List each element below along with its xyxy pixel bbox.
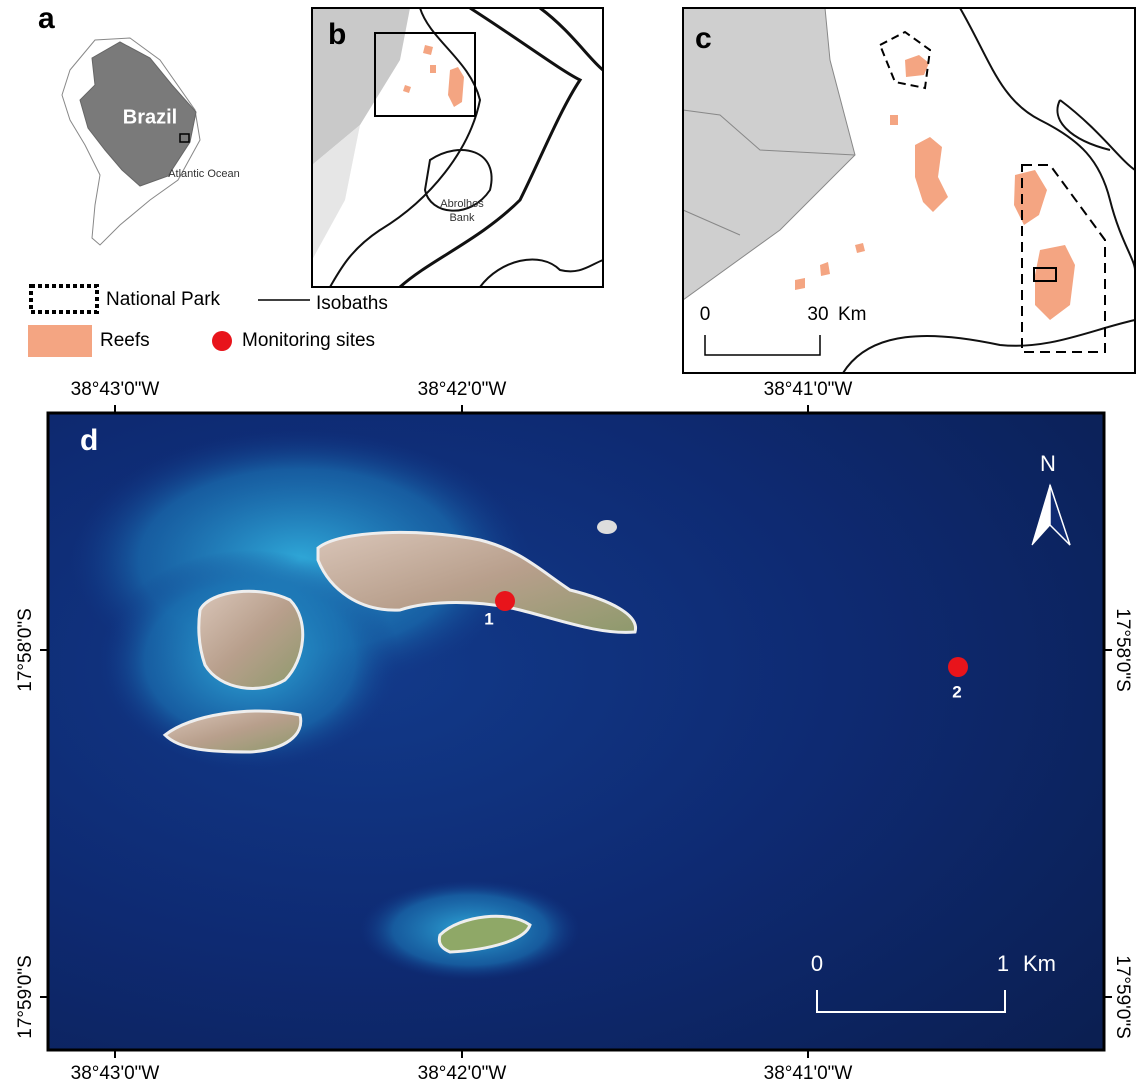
scale-label: 0 bbox=[700, 304, 711, 325]
country-label: Brazil bbox=[123, 106, 177, 128]
scale-unit: Km bbox=[1023, 951, 1056, 976]
panel-b: b Abrolhos Bank bbox=[312, 8, 603, 287]
site-label: 1 bbox=[484, 609, 493, 628]
island bbox=[199, 591, 303, 688]
panel-a: a Brazil Atlantic Ocean bbox=[38, 2, 240, 245]
figure: a Brazil Atlantic Ocean b Abrolhos Bank 0… bbox=[0, 0, 1137, 1089]
north-label: N bbox=[1040, 451, 1056, 476]
bank-label-line: Abrolhos bbox=[440, 198, 484, 210]
panel-label: b bbox=[328, 18, 346, 51]
legend-label: Monitoring sites bbox=[242, 330, 375, 351]
panel-label: a bbox=[38, 2, 55, 35]
panel-c: 0 30 Km c bbox=[683, 8, 1135, 373]
legend-label: Reefs bbox=[100, 330, 150, 351]
page: {"panels": { "a": {"label": "a", "countr… bbox=[0, 0, 1137, 1089]
latitude-label: 17°58'0"S bbox=[15, 608, 36, 691]
body: a Brazil Atlantic Ocean b Abrolhos Bank 0… bbox=[0, 0, 1137, 1089]
monitoring-site bbox=[948, 657, 968, 677]
scale-label: 30 bbox=[807, 304, 828, 325]
legend-site-symbol bbox=[212, 331, 232, 351]
longitude-label: 38°42'0"W bbox=[418, 1063, 507, 1084]
legend-park-symbol bbox=[31, 286, 97, 312]
bank-label-line: Bank bbox=[449, 212, 475, 224]
panel-d: 1 2 N 0 1 Km d 38°43'0"W 38°42'0"W 38°41… bbox=[15, 379, 1133, 1084]
latitude-label: 17°58'0"S bbox=[1112, 608, 1133, 691]
longitude-label: 38°41'0"W bbox=[764, 379, 853, 400]
scale-unit: Km bbox=[838, 304, 867, 325]
longitude-label: 38°43'0"W bbox=[71, 1063, 160, 1084]
scale-label: 1 bbox=[997, 951, 1009, 976]
longitude-label: 38°41'0"W bbox=[764, 1063, 853, 1084]
latitude-label: 17°59'0"S bbox=[1112, 955, 1133, 1038]
legend: National Park Isobaths Reefs Monitoring … bbox=[28, 286, 388, 357]
site-label: 2 bbox=[952, 682, 961, 701]
panel-label: d bbox=[80, 424, 98, 457]
legend-label: National Park bbox=[106, 289, 221, 310]
islet bbox=[597, 520, 617, 534]
panel-label: c bbox=[695, 22, 712, 55]
latitude-label: 17°59'0"S bbox=[15, 955, 36, 1038]
legend-label: Isobaths bbox=[316, 293, 388, 314]
longitude-label: 38°43'0"W bbox=[71, 379, 160, 400]
longitude-label: 38°42'0"W bbox=[418, 379, 507, 400]
legend-reef-symbol bbox=[28, 325, 92, 357]
scale-label: 0 bbox=[811, 951, 823, 976]
monitoring-site bbox=[495, 591, 515, 611]
ocean-label: Atlantic Ocean bbox=[168, 168, 240, 180]
